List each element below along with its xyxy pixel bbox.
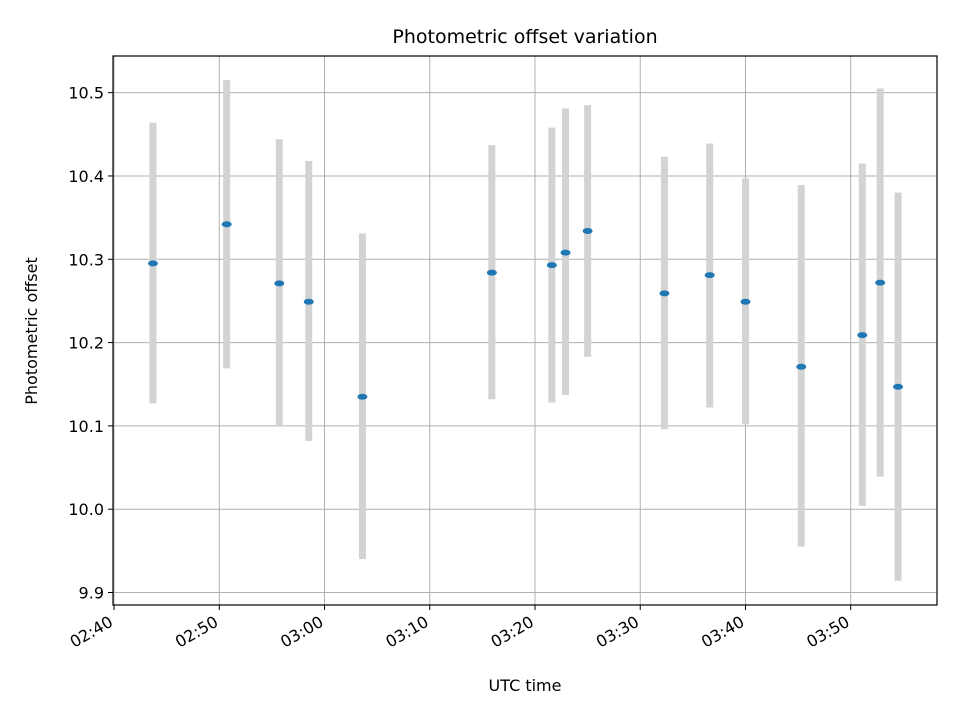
data-point [857,332,868,339]
plot-frame [112,55,938,606]
y-tick-label: 10.2 [68,334,104,353]
data-point [659,290,670,297]
chart-title: Photometric offset variation [392,26,657,48]
data-points [147,221,904,400]
data-point [546,262,557,269]
data-point [560,249,571,256]
data-point [582,227,593,234]
data-point [704,272,715,279]
y-tick-label: 10.1 [68,417,104,436]
data-point [274,280,285,287]
data-point [875,279,886,286]
data-point [740,298,751,305]
data-point [221,221,232,228]
data-point [796,363,807,370]
data-point [147,260,158,267]
y-tick-label: 10.4 [68,167,104,186]
data-point [357,393,368,400]
y-tick-label: 10.3 [68,250,104,269]
y-tick-label: 10.0 [68,500,104,519]
data-point [486,269,497,276]
y-tick-label: 9.9 [79,584,104,603]
data-point [893,383,904,390]
y-axis-label: Photometric offset [22,257,41,405]
data-point [303,298,314,305]
y-tick-label: 10.5 [68,84,104,103]
x-axis-label: UTC time [489,676,562,695]
